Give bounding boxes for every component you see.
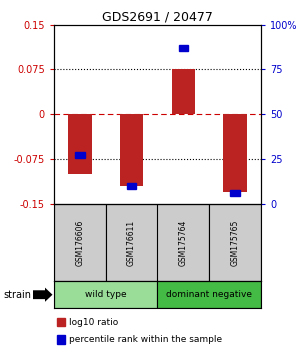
Bar [158, 281, 261, 308]
Bar [68, 114, 92, 174]
Text: strain: strain [3, 290, 31, 300]
Bar [209, 204, 261, 281]
Text: log10 ratio: log10 ratio [69, 318, 118, 327]
Bar [224, 114, 247, 192]
Bar [106, 204, 158, 281]
Text: GSM176611: GSM176611 [127, 219, 136, 266]
Title: GDS2691 / 20477: GDS2691 / 20477 [102, 11, 213, 24]
Text: wild type: wild type [85, 290, 127, 299]
Bar [54, 204, 106, 281]
Bar [230, 190, 240, 196]
Text: dominant negative: dominant negative [166, 290, 252, 299]
Bar [158, 204, 209, 281]
Bar [172, 69, 195, 114]
Bar [179, 45, 188, 51]
Bar [120, 114, 143, 185]
Text: GSM175764: GSM175764 [179, 219, 188, 266]
Text: GSM175765: GSM175765 [231, 219, 240, 266]
Bar [127, 183, 136, 189]
Text: percentile rank within the sample: percentile rank within the sample [69, 335, 222, 344]
Bar [54, 281, 158, 308]
Text: GSM176606: GSM176606 [75, 219, 84, 266]
Bar [75, 152, 85, 158]
